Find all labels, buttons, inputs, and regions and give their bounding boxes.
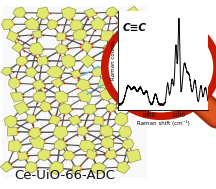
Polygon shape — [33, 91, 46, 102]
Polygon shape — [119, 125, 132, 138]
Polygon shape — [9, 77, 20, 89]
Polygon shape — [94, 116, 103, 125]
Polygon shape — [117, 19, 128, 28]
Polygon shape — [127, 6, 139, 17]
Polygon shape — [53, 126, 68, 140]
Polygon shape — [100, 125, 113, 137]
Polygon shape — [29, 43, 43, 55]
Polygon shape — [126, 149, 141, 163]
Polygon shape — [24, 18, 39, 30]
Polygon shape — [51, 78, 64, 88]
Polygon shape — [104, 56, 118, 66]
Polygon shape — [117, 162, 130, 174]
Polygon shape — [77, 126, 89, 136]
Polygon shape — [54, 139, 67, 151]
Polygon shape — [8, 139, 22, 152]
Polygon shape — [2, 19, 14, 30]
Polygon shape — [79, 140, 95, 152]
Polygon shape — [55, 44, 68, 54]
Polygon shape — [72, 166, 81, 173]
Polygon shape — [25, 162, 37, 173]
Polygon shape — [86, 149, 97, 160]
Polygon shape — [81, 41, 93, 53]
Text: C≡C: C≡C — [122, 23, 146, 33]
Polygon shape — [37, 56, 48, 66]
Text: Ce-UiO-66-ADC: Ce-UiO-66-ADC — [14, 169, 115, 182]
Polygon shape — [100, 89, 112, 101]
Polygon shape — [46, 66, 64, 78]
X-axis label: Raman shift (cm⁻¹): Raman shift (cm⁻¹) — [137, 120, 189, 126]
Polygon shape — [115, 112, 128, 126]
Polygon shape — [50, 161, 63, 174]
Polygon shape — [0, 161, 13, 172]
Polygon shape — [105, 150, 117, 160]
Polygon shape — [62, 7, 76, 20]
Polygon shape — [68, 115, 82, 126]
Polygon shape — [73, 29, 86, 40]
Polygon shape — [28, 128, 41, 139]
Polygon shape — [128, 102, 140, 112]
Polygon shape — [105, 7, 118, 17]
Polygon shape — [38, 149, 50, 161]
Circle shape — [108, 21, 214, 113]
Polygon shape — [7, 30, 19, 42]
Polygon shape — [13, 7, 26, 17]
Polygon shape — [33, 30, 41, 38]
Polygon shape — [125, 44, 138, 55]
Polygon shape — [122, 79, 135, 90]
Polygon shape — [104, 44, 115, 53]
Polygon shape — [70, 70, 81, 79]
Polygon shape — [92, 67, 103, 77]
Polygon shape — [12, 42, 24, 53]
Y-axis label: Raman counts: Raman counts — [111, 41, 116, 80]
Polygon shape — [29, 136, 45, 149]
Polygon shape — [4, 115, 17, 128]
FancyBboxPatch shape — [2, 6, 147, 178]
Polygon shape — [84, 8, 97, 18]
Polygon shape — [40, 101, 52, 112]
Polygon shape — [101, 31, 113, 42]
Polygon shape — [55, 91, 68, 103]
Polygon shape — [47, 19, 58, 30]
Polygon shape — [126, 54, 140, 66]
Polygon shape — [57, 33, 66, 41]
Polygon shape — [16, 56, 28, 66]
Polygon shape — [10, 92, 24, 102]
Polygon shape — [62, 54, 75, 68]
Polygon shape — [58, 103, 72, 114]
Polygon shape — [63, 151, 75, 160]
Polygon shape — [122, 139, 134, 149]
Polygon shape — [14, 101, 30, 115]
Polygon shape — [32, 79, 46, 91]
Polygon shape — [98, 78, 111, 89]
Polygon shape — [26, 67, 37, 78]
Polygon shape — [123, 90, 135, 99]
Polygon shape — [37, 7, 49, 20]
Polygon shape — [101, 137, 114, 149]
Polygon shape — [106, 103, 117, 112]
Polygon shape — [75, 79, 91, 91]
Polygon shape — [121, 29, 136, 41]
Polygon shape — [70, 20, 83, 31]
Polygon shape — [117, 67, 128, 76]
Polygon shape — [17, 152, 29, 161]
Polygon shape — [1, 67, 11, 76]
Polygon shape — [91, 17, 106, 30]
Polygon shape — [83, 104, 96, 114]
Polygon shape — [48, 115, 61, 125]
Polygon shape — [8, 127, 17, 136]
Circle shape — [105, 18, 216, 116]
Polygon shape — [77, 90, 92, 103]
Polygon shape — [26, 115, 37, 124]
Polygon shape — [91, 163, 106, 174]
Polygon shape — [81, 54, 95, 68]
